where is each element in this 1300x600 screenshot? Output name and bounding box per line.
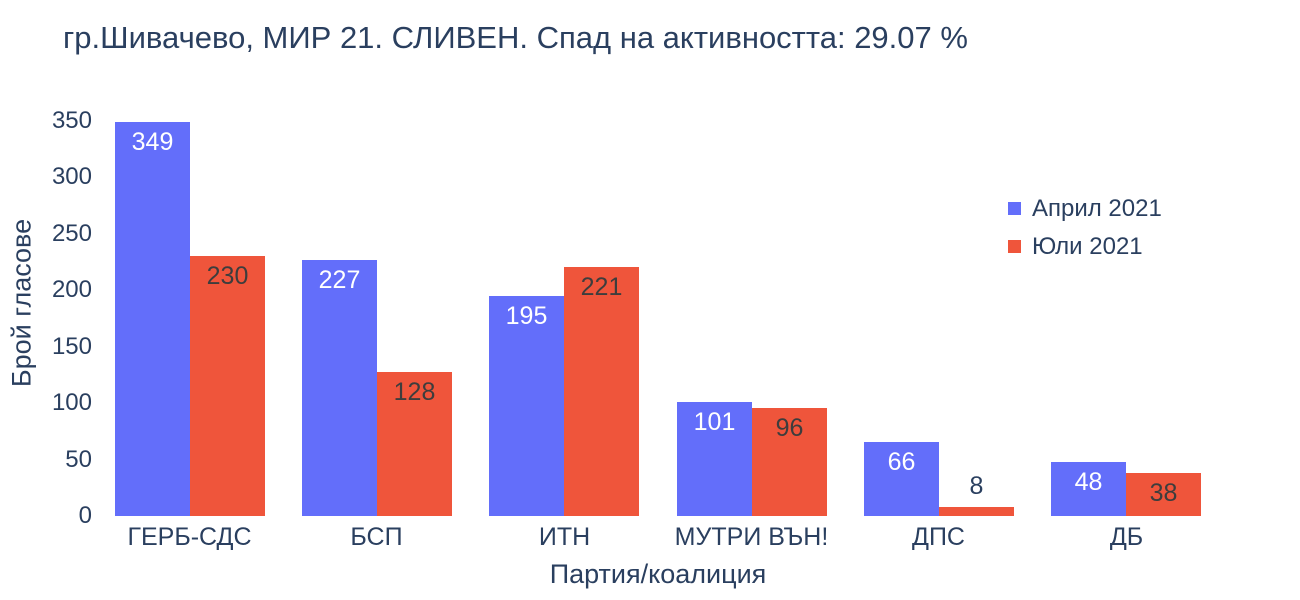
- legend-label: Април 2021: [1032, 195, 1162, 222]
- bar: [489, 296, 564, 516]
- y-tick-label: 350: [51, 107, 92, 134]
- bar-value-label: 230: [206, 262, 249, 290]
- x-tick-label: ГЕРБ-СДС: [127, 523, 252, 551]
- y-tick-label: 300: [51, 163, 92, 190]
- bar: [115, 122, 190, 516]
- y-tick-label: 150: [51, 333, 92, 360]
- legend-item[interactable]: Април 2021: [1008, 194, 1162, 223]
- legend-label: Юли 2021: [1032, 233, 1143, 260]
- bar-value-label: 38: [1149, 479, 1178, 507]
- bar: [377, 372, 452, 516]
- bar-value-label: 96: [775, 414, 804, 442]
- bar-value-label: 227: [318, 266, 361, 294]
- legend: Април 2021 Юли 2021: [1008, 194, 1162, 270]
- bar: [564, 267, 639, 516]
- bar: [1051, 462, 1126, 516]
- legend-swatch: [1008, 202, 1021, 215]
- bar: [677, 402, 752, 516]
- bar: [939, 507, 1014, 516]
- x-tick-label: БСП: [350, 523, 403, 551]
- bar: [752, 408, 827, 516]
- bar: [190, 256, 265, 516]
- x-tick-label: ДБ: [1109, 523, 1144, 551]
- bar-value-label: 349: [131, 128, 174, 156]
- y-tick-label: 0: [78, 502, 92, 529]
- x-tick-label: МУТРИ ВЪН!: [674, 523, 829, 551]
- plot-area: 349 230 227 128 195 221 101 96 66 8 48 38: [96, 121, 1220, 516]
- x-tick-label: ИТН: [538, 523, 591, 551]
- y-tick-label: 250: [51, 220, 92, 247]
- y-tick-label: 200: [51, 276, 92, 303]
- legend-item[interactable]: Юли 2021: [1008, 232, 1162, 261]
- bar: [864, 442, 939, 516]
- bar-value-label: 128: [393, 378, 436, 406]
- y-tick-label: 100: [51, 389, 92, 416]
- bar: [302, 260, 377, 516]
- x-tick-label: ДПС: [912, 523, 965, 551]
- bar-value-label: 221: [580, 273, 623, 301]
- x-axis-title: Партия/коалиция: [549, 559, 767, 589]
- bar: [1126, 473, 1201, 516]
- bar-value-label: 66: [887, 448, 916, 476]
- bar-value-label: 48: [1074, 468, 1103, 496]
- legend-swatch: [1008, 240, 1021, 253]
- bar-value-label: 8: [969, 472, 984, 500]
- chart-title: гр.Шивачево, МИР 21. СЛИВЕН. Спад на акт…: [63, 20, 968, 55]
- bar-value-label: 195: [505, 302, 548, 330]
- bar-value-label: 101: [693, 408, 736, 436]
- y-tick-label: 50: [65, 446, 92, 473]
